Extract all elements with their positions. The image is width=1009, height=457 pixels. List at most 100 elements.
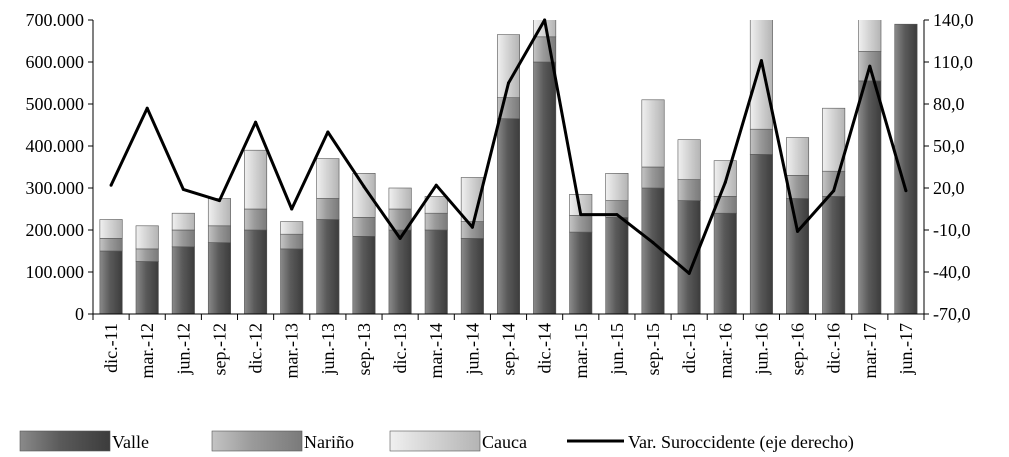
bar-valle-9 (424, 229, 448, 314)
x-tick-label: sep.-12 (209, 323, 229, 376)
bar-group (99, 20, 918, 314)
bar-nari-o-9 (424, 212, 448, 231)
line-point-12 (543, 18, 547, 22)
line-point-21 (868, 64, 872, 68)
bar-nari-o-18 (749, 128, 773, 155)
right-tick-label: -40,0 (933, 262, 971, 282)
bar-valle-11 (496, 118, 521, 314)
line-point-8 (398, 236, 402, 240)
bar-valle-2 (171, 246, 195, 314)
bar-valle-1 (135, 261, 159, 314)
bar-nari-o-13 (569, 215, 593, 233)
bar-valle-20 (822, 196, 846, 314)
bar-cauca-14 (605, 173, 629, 201)
left-tick-label: 200.000 (26, 220, 85, 240)
bar-cauca-21 (858, 20, 882, 52)
right-tick-label: 80,0 (933, 94, 965, 114)
right-tick-label: 20,0 (933, 178, 965, 198)
bar-cauca-5 (280, 221, 304, 235)
x-tick-label: dic.-15 (679, 323, 699, 373)
line-point-20 (832, 189, 836, 193)
line-point-2 (181, 187, 185, 191)
x-tick-label: mar.-17 (860, 323, 880, 379)
bar-nari-o-1 (135, 248, 159, 262)
legend: Valle Nariño Cauca Var. Suroccidente (eje d… (19, 430, 854, 453)
bar-nari-o-4 (244, 208, 268, 231)
left-tick-label: 100.000 (26, 262, 85, 282)
line-point-19 (796, 229, 800, 233)
right-tick-label: 110,0 (933, 52, 973, 72)
x-tick-label: jun.-17 (896, 323, 916, 376)
bar-cauca-18 (749, 20, 773, 130)
right-tick-label: 140,0 (933, 10, 974, 30)
bar-valle-4 (244, 229, 268, 314)
x-tick-label: dic.-11 (101, 323, 121, 373)
x-tick-label: jun.-14 (462, 323, 482, 376)
line-point-18 (759, 59, 763, 63)
right-y-tick-labels: -70,0 -40,0 -10,0 20,0 50,0 80,0 110,0 140,0 (933, 10, 974, 324)
bar-valle-14 (605, 217, 629, 314)
right-tick-label: -70,0 (933, 304, 971, 324)
bar-valle-0 (99, 250, 123, 314)
line-point-13 (579, 213, 583, 217)
bar-valle-17 (713, 212, 737, 314)
bar-nari-o-6 (316, 198, 340, 220)
legend-swatch-nari-o (211, 430, 303, 452)
bar-valle-12 (533, 61, 557, 314)
legend-label: Valle (112, 432, 149, 452)
x-tick-label: sep.-14 (499, 323, 519, 376)
bar-valle-8 (388, 229, 412, 314)
bar-cauca-6 (316, 158, 340, 199)
legend-swatch-cauca (389, 430, 481, 452)
bar-nari-o-2 (171, 229, 195, 248)
bar-cauca-1 (135, 225, 159, 250)
x-tick-label: jun.-16 (751, 323, 771, 376)
bar-nari-o-3 (207, 225, 231, 243)
x-tick-label: mar.-14 (426, 323, 446, 379)
bar-cauca-9 (424, 196, 448, 214)
legend-label: Nariño (304, 432, 354, 452)
line-series-group (109, 18, 908, 275)
line-point-11 (507, 81, 510, 85)
line-point-15 (651, 241, 655, 245)
left-tick-label: 600.000 (26, 52, 85, 72)
x-tick-label: jun.-13 (318, 323, 338, 376)
bar-valle-5 (280, 248, 304, 314)
bar-valle-3 (207, 242, 231, 314)
bar-cauca-4 (244, 149, 268, 210)
bar-valle-6 (316, 219, 340, 314)
left-tick-label: 400.000 (26, 136, 85, 156)
line-point-14 (615, 213, 619, 217)
x-tick-label: sep.-15 (643, 323, 663, 376)
x-tick-label: jun.-12 (173, 323, 193, 376)
bar-nari-o-0 (99, 238, 123, 252)
bar-cauca-8 (388, 187, 412, 210)
bar-cauca-3 (207, 198, 231, 227)
x-tick-label: dic.-12 (246, 323, 266, 373)
line-point-17 (723, 180, 727, 184)
x-tick-label: sep.-13 (354, 323, 374, 376)
bar-cauca-7 (352, 173, 376, 218)
bar-valle-10 (460, 238, 484, 314)
line-point-7 (362, 185, 366, 189)
bar-cauca-16 (677, 139, 701, 180)
bar-nari-o-5 (280, 233, 304, 250)
bar-cauca-15 (641, 99, 665, 168)
right-tick-label: 50,0 (933, 136, 965, 156)
legend-label: Var. Suroccidente (eje derecho) (628, 432, 854, 453)
x-tick-label: dic.-16 (824, 323, 844, 373)
bar-valle-13 (569, 231, 593, 314)
bar-valle-21 (858, 80, 882, 314)
bar-cauca-2 (171, 212, 195, 231)
x-tick-label: dic.-13 (390, 323, 410, 373)
x-tick-label: mar.-12 (137, 323, 157, 379)
line-point-6 (326, 130, 330, 134)
bar-nari-o-15 (641, 166, 665, 189)
line-point-22 (904, 189, 908, 193)
x-tick-label: jun.-15 (607, 323, 627, 376)
x-tick-label: mar.-15 (571, 323, 591, 379)
bar-valle-18 (749, 154, 773, 314)
line-point-4 (254, 120, 258, 124)
bar-nari-o-16 (677, 179, 701, 201)
